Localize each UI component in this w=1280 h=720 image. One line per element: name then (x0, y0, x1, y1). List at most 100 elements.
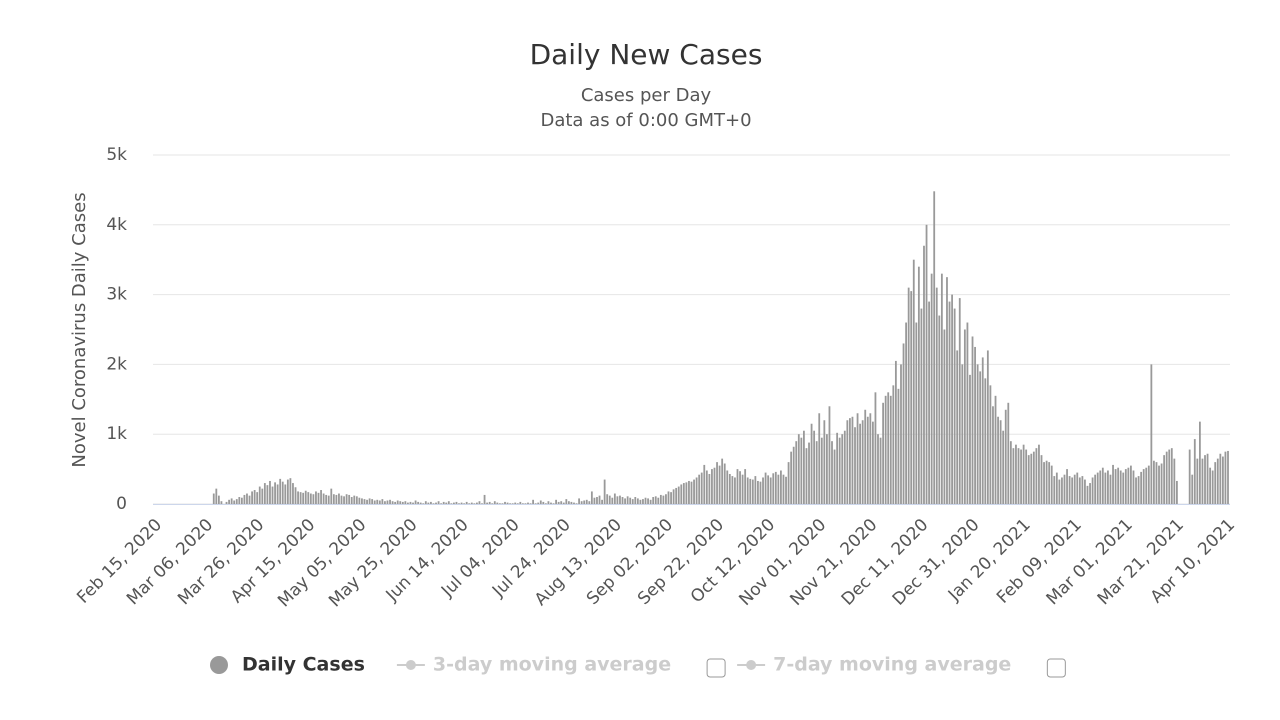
bar (833, 449, 836, 504)
bar (848, 418, 851, 504)
bar (486, 502, 489, 504)
bar (1196, 458, 1199, 504)
bar (935, 287, 938, 504)
bar (389, 499, 391, 504)
bar (539, 500, 542, 504)
bar (427, 502, 430, 504)
bar (225, 501, 228, 504)
bar (596, 497, 598, 504)
bar (450, 503, 453, 504)
bar (1224, 451, 1227, 504)
legend-item[interactable]: Daily Cases (210, 654, 365, 676)
bar (376, 499, 379, 504)
bar (928, 301, 930, 504)
bar (792, 446, 795, 504)
bar (665, 494, 667, 504)
bar (688, 480, 690, 504)
bar (690, 481, 693, 504)
bar (815, 441, 818, 504)
chart-title: Daily New Cases (530, 38, 763, 71)
bar (836, 432, 839, 504)
bar (1043, 462, 1045, 504)
bar (378, 500, 381, 504)
bar (483, 494, 486, 504)
legend-item[interactable]: 3-day moving average (396, 654, 671, 676)
bar (636, 498, 639, 504)
bar (322, 493, 325, 504)
bar (335, 494, 338, 504)
bar (550, 502, 552, 504)
bar (1191, 474, 1194, 504)
bar (297, 491, 299, 504)
bar (675, 487, 678, 504)
bar (711, 469, 713, 504)
bar (1155, 462, 1158, 504)
bar (966, 322, 969, 504)
y-tick-label: 5k (106, 145, 127, 165)
bar (481, 503, 483, 504)
bar (544, 503, 547, 504)
bar (1058, 479, 1061, 504)
bar (856, 413, 859, 504)
bar (312, 494, 315, 504)
bar (1073, 474, 1076, 504)
y-tick-label: 3k (106, 285, 127, 305)
bar (534, 503, 537, 504)
bar (1176, 480, 1178, 504)
legend-item[interactable]: 7-day moving average (737, 654, 1011, 676)
bar (616, 496, 619, 504)
bar (424, 501, 427, 504)
bar (1055, 472, 1058, 504)
bar (963, 329, 966, 504)
bar (974, 346, 976, 504)
bar (432, 503, 435, 504)
bar (1084, 479, 1086, 504)
legend-checkbox[interactable] (706, 658, 726, 678)
bar (910, 291, 913, 504)
bar (1002, 430, 1005, 504)
bar (258, 486, 261, 504)
bar (220, 501, 223, 504)
bar (813, 430, 816, 504)
bar (478, 501, 481, 504)
bar (407, 502, 409, 504)
bar (361, 498, 363, 504)
bar (889, 395, 892, 504)
bar (468, 503, 471, 504)
bar (1198, 421, 1201, 504)
bar (785, 476, 787, 504)
bar (304, 490, 307, 504)
bar (831, 441, 833, 504)
legend-checkbox[interactable] (1046, 658, 1066, 678)
bar (542, 501, 545, 504)
bar (608, 495, 611, 504)
bar (631, 499, 634, 504)
bar (894, 360, 897, 504)
bar (1104, 472, 1107, 504)
bar (366, 499, 368, 504)
bar (1117, 467, 1120, 504)
bar (940, 273, 943, 504)
bar (409, 501, 412, 504)
bar (746, 477, 749, 504)
bar (700, 472, 703, 504)
bar (734, 477, 736, 504)
bar (338, 493, 340, 504)
bar (1038, 444, 1040, 504)
bar (859, 423, 862, 504)
bar (705, 470, 708, 504)
bar (698, 474, 701, 504)
bar (212, 493, 215, 504)
bar (925, 224, 928, 505)
bar (994, 395, 997, 504)
legend-label: 7-day moving average (773, 654, 1011, 676)
bar (235, 499, 238, 504)
legend-symbol (210, 656, 228, 674)
bar (897, 388, 900, 504)
bar (371, 499, 374, 504)
bar (263, 483, 266, 504)
bar (516, 503, 519, 504)
bar (986, 350, 989, 504)
bar (1158, 465, 1160, 504)
bar (511, 503, 514, 504)
